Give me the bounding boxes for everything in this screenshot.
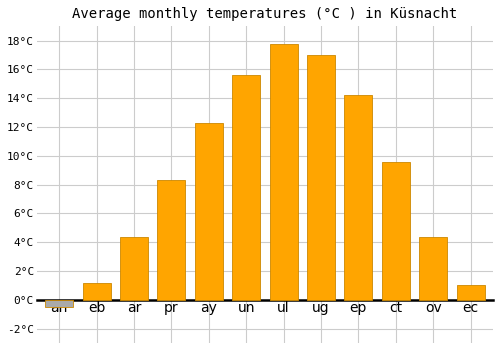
Bar xyxy=(82,282,110,300)
Bar xyxy=(232,75,260,300)
Bar xyxy=(419,237,447,300)
Bar xyxy=(344,96,372,300)
Bar xyxy=(382,162,410,300)
Bar xyxy=(158,180,186,300)
Bar xyxy=(45,300,73,307)
Bar xyxy=(456,286,484,300)
Bar xyxy=(195,123,223,300)
Bar xyxy=(270,43,297,300)
Bar xyxy=(307,55,335,300)
Bar xyxy=(120,237,148,300)
Title: Average monthly temperatures (°C ) in Küsnacht: Average monthly temperatures (°C ) in Kü… xyxy=(72,7,458,21)
